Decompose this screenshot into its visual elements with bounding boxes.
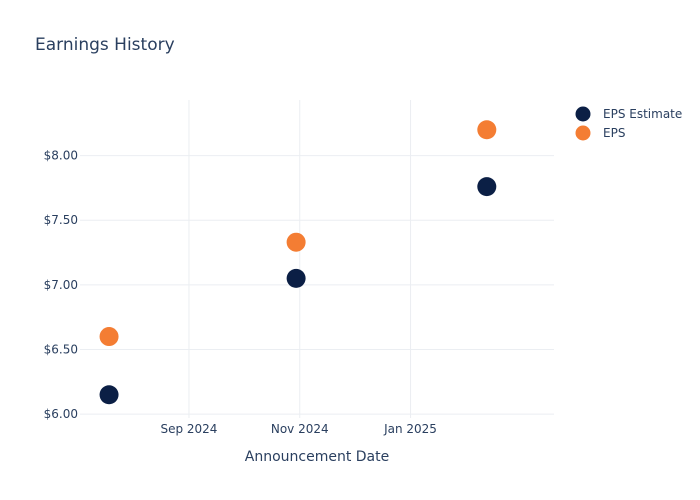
- x-tick-label-2: Jan 2025: [383, 422, 437, 436]
- x-tick-label-1: Nov 2024: [271, 422, 329, 436]
- eps-point-1[interactable]: [286, 232, 306, 252]
- y-tick-label-4: $8.00: [44, 149, 78, 163]
- eps-point-2[interactable]: [477, 120, 497, 140]
- tick-layer: $6.00 $6.50 $7.00 $7.50 $8.00 Sep 2024 Nov 202…: [44, 149, 437, 436]
- legend-label-1[interactable]: EPS: [603, 126, 625, 140]
- eps-point-0[interactable]: [99, 327, 119, 347]
- x-axis-title: Announcement Date: [245, 449, 389, 465]
- eps-estimate-point-1[interactable]: [286, 268, 306, 288]
- grid-layer: [80, 100, 554, 418]
- eps-estimate-point-0[interactable]: [99, 385, 119, 405]
- y-tick-label-1: $6.50: [44, 342, 78, 356]
- points-layer: [99, 120, 497, 405]
- eps-estimate-point-2[interactable]: [477, 177, 497, 197]
- legend-marker-1[interactable]: [575, 125, 591, 141]
- y-tick-label-3: $7.50: [44, 213, 78, 227]
- legend-marker-0[interactable]: [575, 106, 591, 122]
- x-tick-label-0: Sep 2024: [160, 422, 217, 436]
- legend-label-0[interactable]: EPS Estimate: [603, 107, 682, 121]
- legend: EPS Estimate EPS: [575, 106, 682, 141]
- y-tick-label-2: $7.00: [44, 278, 78, 292]
- y-tick-label-0: $6.00: [44, 407, 78, 421]
- chart-title: Earnings History: [35, 35, 175, 55]
